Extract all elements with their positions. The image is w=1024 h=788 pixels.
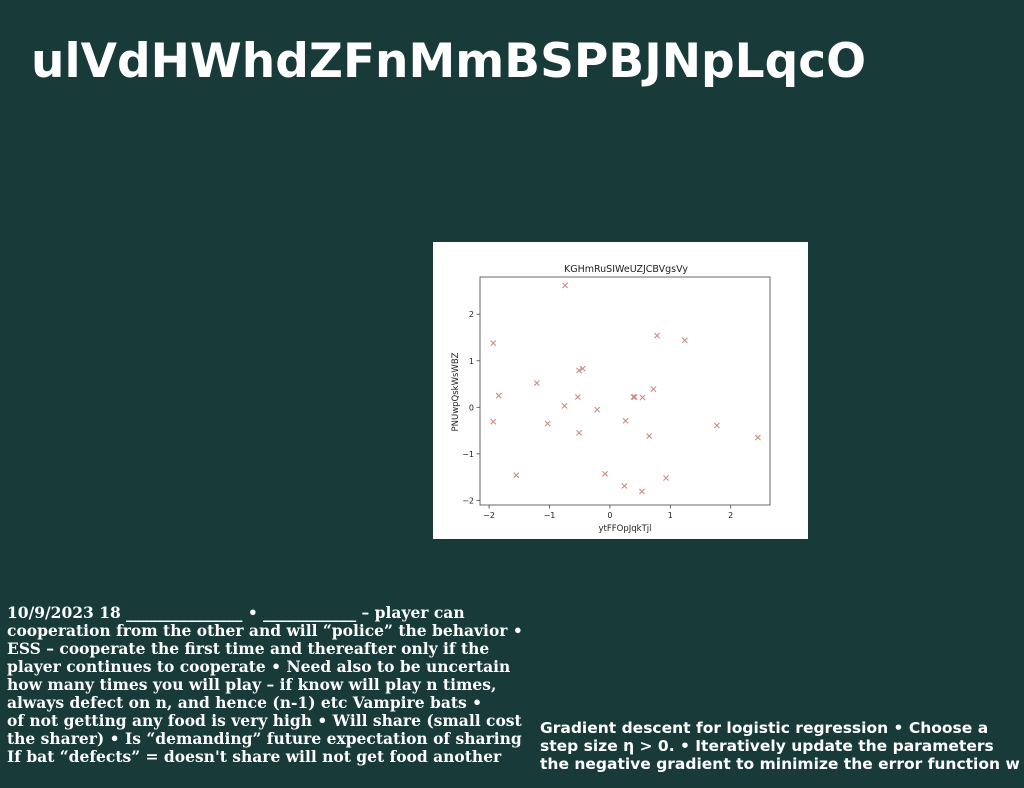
scatter-point (562, 282, 569, 289)
x-tick-label: 2 (728, 511, 733, 520)
scatter-points (490, 282, 761, 495)
y-tick-label: −2 (462, 496, 474, 505)
scatter-point (630, 394, 637, 401)
left-line-2: cooperation from the other and will “pol… (7, 621, 523, 640)
scatter-point (650, 386, 657, 393)
plot-area-frame (479, 276, 771, 506)
scatter-point (533, 380, 540, 387)
slide-title: ulVdHWhdZFnMmBSPBJNpLqcO (31, 34, 867, 89)
x-axis-ticks: −2 −1 0 1 2 (483, 505, 733, 520)
y-tick-label: 0 (469, 403, 474, 412)
left-line-3: ESS – cooperate the first time and there… (7, 639, 490, 658)
y-tick-label: 2 (469, 310, 474, 319)
left-line-5: how many times you will play – if know w… (7, 675, 497, 694)
scatter-point (639, 394, 646, 401)
x-tick-label: −2 (483, 511, 495, 520)
scatter-point (576, 429, 583, 436)
right-line-2: step size η > 0. • Iteratively update th… (540, 737, 994, 755)
right-line-1: Gradient descent for logistic regression… (540, 719, 989, 737)
right-line-3: the negative gradient to minimize the er… (540, 755, 1020, 773)
x-tick-label: −1 (544, 511, 556, 520)
scatter-point (561, 402, 568, 409)
scatter-point (602, 470, 609, 477)
y-tick-label: 1 (469, 357, 474, 366)
y-tick-label: −1 (462, 450, 474, 459)
scatter-point (681, 337, 688, 344)
left-line-7: of not getting any food is very high • W… (7, 711, 522, 730)
scatter-point (754, 434, 761, 441)
right-notes-text: Gradient descent for logistic regression… (540, 719, 1024, 773)
x-axis-label: ytFFOpJqkTjl (599, 524, 652, 534)
scatter-chart: KGHmRuSIWeUZJCBVgsVy −2 −1 0 1 2 −2 −1 0 1 2 ytF… (433, 242, 808, 539)
scatter-point (574, 394, 581, 401)
left-line-4: player continues to cooperate • Need als… (7, 657, 511, 676)
scatter-point (713, 422, 720, 429)
scatter-point (594, 406, 601, 413)
scatter-point (576, 367, 583, 374)
scatter-point (638, 488, 645, 495)
scatter-point (495, 392, 502, 399)
scatter-point (544, 420, 551, 427)
scatter-point (621, 482, 628, 489)
left-line-9: If bat “defects” = doesn't share will no… (7, 747, 502, 766)
y-axis-ticks: −2 −1 0 1 2 (462, 310, 480, 505)
scatter-point (622, 417, 629, 424)
scatter-point (663, 475, 670, 482)
scatter-chart-svg: KGHmRuSIWeUZJCBVgsVy −2 −1 0 1 2 −2 −1 0 1 2 ytF… (451, 264, 771, 534)
y-axis-label: PNUwpQskWsWBZ (451, 352, 461, 431)
left-line-6: always defect on n, and hence (n-1) etc … (7, 693, 483, 712)
left-notes-text: 10/9/2023 18 _______________ • _________… (7, 604, 547, 766)
x-tick-label: 0 (607, 511, 612, 520)
x-tick-label: 1 (668, 511, 673, 520)
scatter-point (490, 418, 497, 425)
scatter-point (646, 433, 653, 440)
scatter-point (513, 472, 520, 479)
scatter-point (490, 340, 497, 347)
left-line-1: 10/9/2023 18 _______________ • _________… (7, 604, 465, 622)
left-line-8: the sharer) • Is “demanding” future expe… (7, 729, 522, 748)
scatter-point (631, 394, 638, 401)
chart-title: KGHmRuSIWeUZJCBVgsVy (564, 264, 688, 275)
scatter-point (654, 332, 661, 339)
scatter-point (579, 365, 586, 372)
